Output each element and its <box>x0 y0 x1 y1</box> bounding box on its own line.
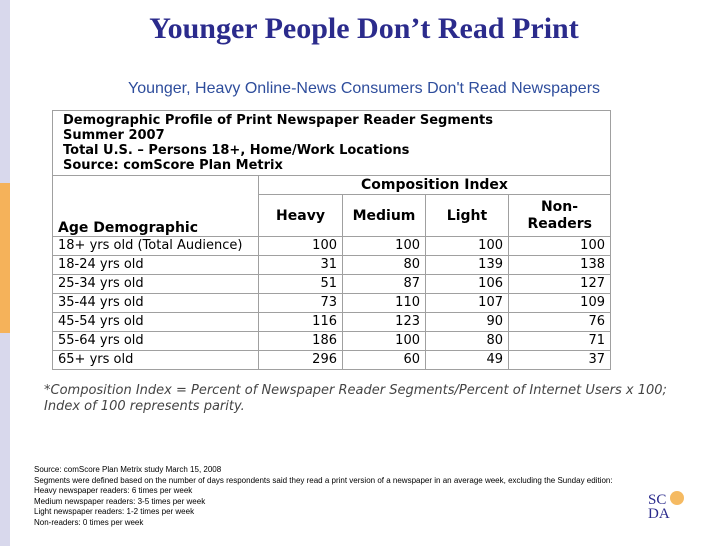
subtitle: Younger, Heavy Online-News Consumers Don… <box>127 80 601 97</box>
side-bar <box>0 0 10 183</box>
cell-value: 80 <box>425 331 509 351</box>
group-header: Composition Index <box>258 175 611 195</box>
source-line: Segments were defined based on the numbe… <box>34 475 613 485</box>
cell-value: 109 <box>508 293 611 313</box>
row-label: 25-34 yrs old <box>52 274 259 294</box>
source-line: Light newspaper readers: 1-2 times per w… <box>34 507 195 517</box>
cell-value: 186 <box>258 331 343 351</box>
table-row: 18-24 yrs old 31 80 139 138 <box>52 255 611 275</box>
source-line: Non-readers: 0 times per week <box>34 517 144 527</box>
source-line: Source: comScore Plan Metrix study March… <box>34 465 222 474</box>
table-row: 35-44 yrs old 73 110 107 109 <box>52 293 611 313</box>
logo-sun <box>670 491 684 505</box>
cell-value: 106 <box>425 274 509 294</box>
table-row: 55-64 yrs old 186 100 80 71 <box>52 331 611 351</box>
side-bar <box>0 333 10 546</box>
table-row: 45-54 yrs old 116 123 90 76 <box>52 312 611 332</box>
cell-value: 51 <box>258 274 343 294</box>
caption-line: Summer 2007 <box>63 128 165 143</box>
cell-value: 73 <box>258 293 343 313</box>
cell-value: 76 <box>508 312 611 332</box>
cell-value: 127 <box>508 274 611 294</box>
table-row: 65+ yrs old 296 60 49 37 <box>52 350 611 370</box>
column-header: Non-Readers <box>508 194 611 237</box>
cell-value: 100 <box>258 236 343 256</box>
table-row: 25-34 yrs old 51 87 106 127 <box>52 274 611 294</box>
table-caption: Demographic Profile of Print Newspaper R… <box>52 110 611 176</box>
cell-value: 87 <box>342 274 426 294</box>
source-line: Medium newspaper readers: 3-5 times per … <box>34 496 206 506</box>
row-label: 35-44 yrs old <box>52 293 259 313</box>
cell-value: 116 <box>258 312 343 332</box>
row-label: 18-24 yrs old <box>52 255 259 275</box>
cell-value: 100 <box>508 236 611 256</box>
logo-text: DA <box>648 506 670 522</box>
caption-line: Total U.S. – Persons 18+, Home/Work Loca… <box>63 143 410 158</box>
cell-value: 123 <box>342 312 426 332</box>
caption-line: Demographic Profile of Print Newspaper R… <box>63 113 493 128</box>
column-header: Medium <box>342 194 426 237</box>
cell-value: 110 <box>342 293 426 313</box>
cell-value: 138 <box>508 255 611 275</box>
cell-value: 296 <box>258 350 343 370</box>
cell-value: 80 <box>342 255 426 275</box>
source-notes: Source: comScore Plan Metrix study March… <box>34 465 613 529</box>
caption-line: Source: comScore Plan Metrix <box>63 158 283 173</box>
source-line: Heavy newspaper readers: 6 times per wee… <box>34 486 193 496</box>
logo-text: SC <box>648 492 667 508</box>
column-header: Heavy <box>258 194 343 237</box>
cell-value: 31 <box>258 255 343 275</box>
column-header: Light <box>425 194 509 237</box>
title: Younger People Don’t Read Print <box>149 12 579 45</box>
row-label: 55-64 yrs old <box>52 331 259 351</box>
cell-value: 49 <box>425 350 509 370</box>
row-label: 18+ yrs old (Total Audience) <box>52 236 259 256</box>
column-header-text: Non-Readers <box>527 198 592 232</box>
cell-value: 71 <box>508 331 611 351</box>
cell-value: 100 <box>342 236 426 256</box>
cell-value: 90 <box>425 312 509 332</box>
column-header: Age Demographic <box>52 175 259 237</box>
cell-value: 100 <box>342 331 426 351</box>
data-table: Demographic Profile of Print Newspaper R… <box>52 110 611 370</box>
side-bar-accent <box>0 183 10 333</box>
logo: SC DA <box>648 491 688 523</box>
cell-value: 37 <box>508 350 611 370</box>
cell-value: 139 <box>425 255 509 275</box>
footnote: *Composition Index = Percent of Newspape… <box>44 383 667 414</box>
table-row: 18+ yrs old (Total Audience) 100 100 100 100 <box>52 236 611 256</box>
row-label: 45-54 yrs old <box>52 312 259 332</box>
cell-value: 107 <box>425 293 509 313</box>
cell-value: 100 <box>425 236 509 256</box>
cell-value: 60 <box>342 350 426 370</box>
row-label: 65+ yrs old <box>52 350 259 370</box>
